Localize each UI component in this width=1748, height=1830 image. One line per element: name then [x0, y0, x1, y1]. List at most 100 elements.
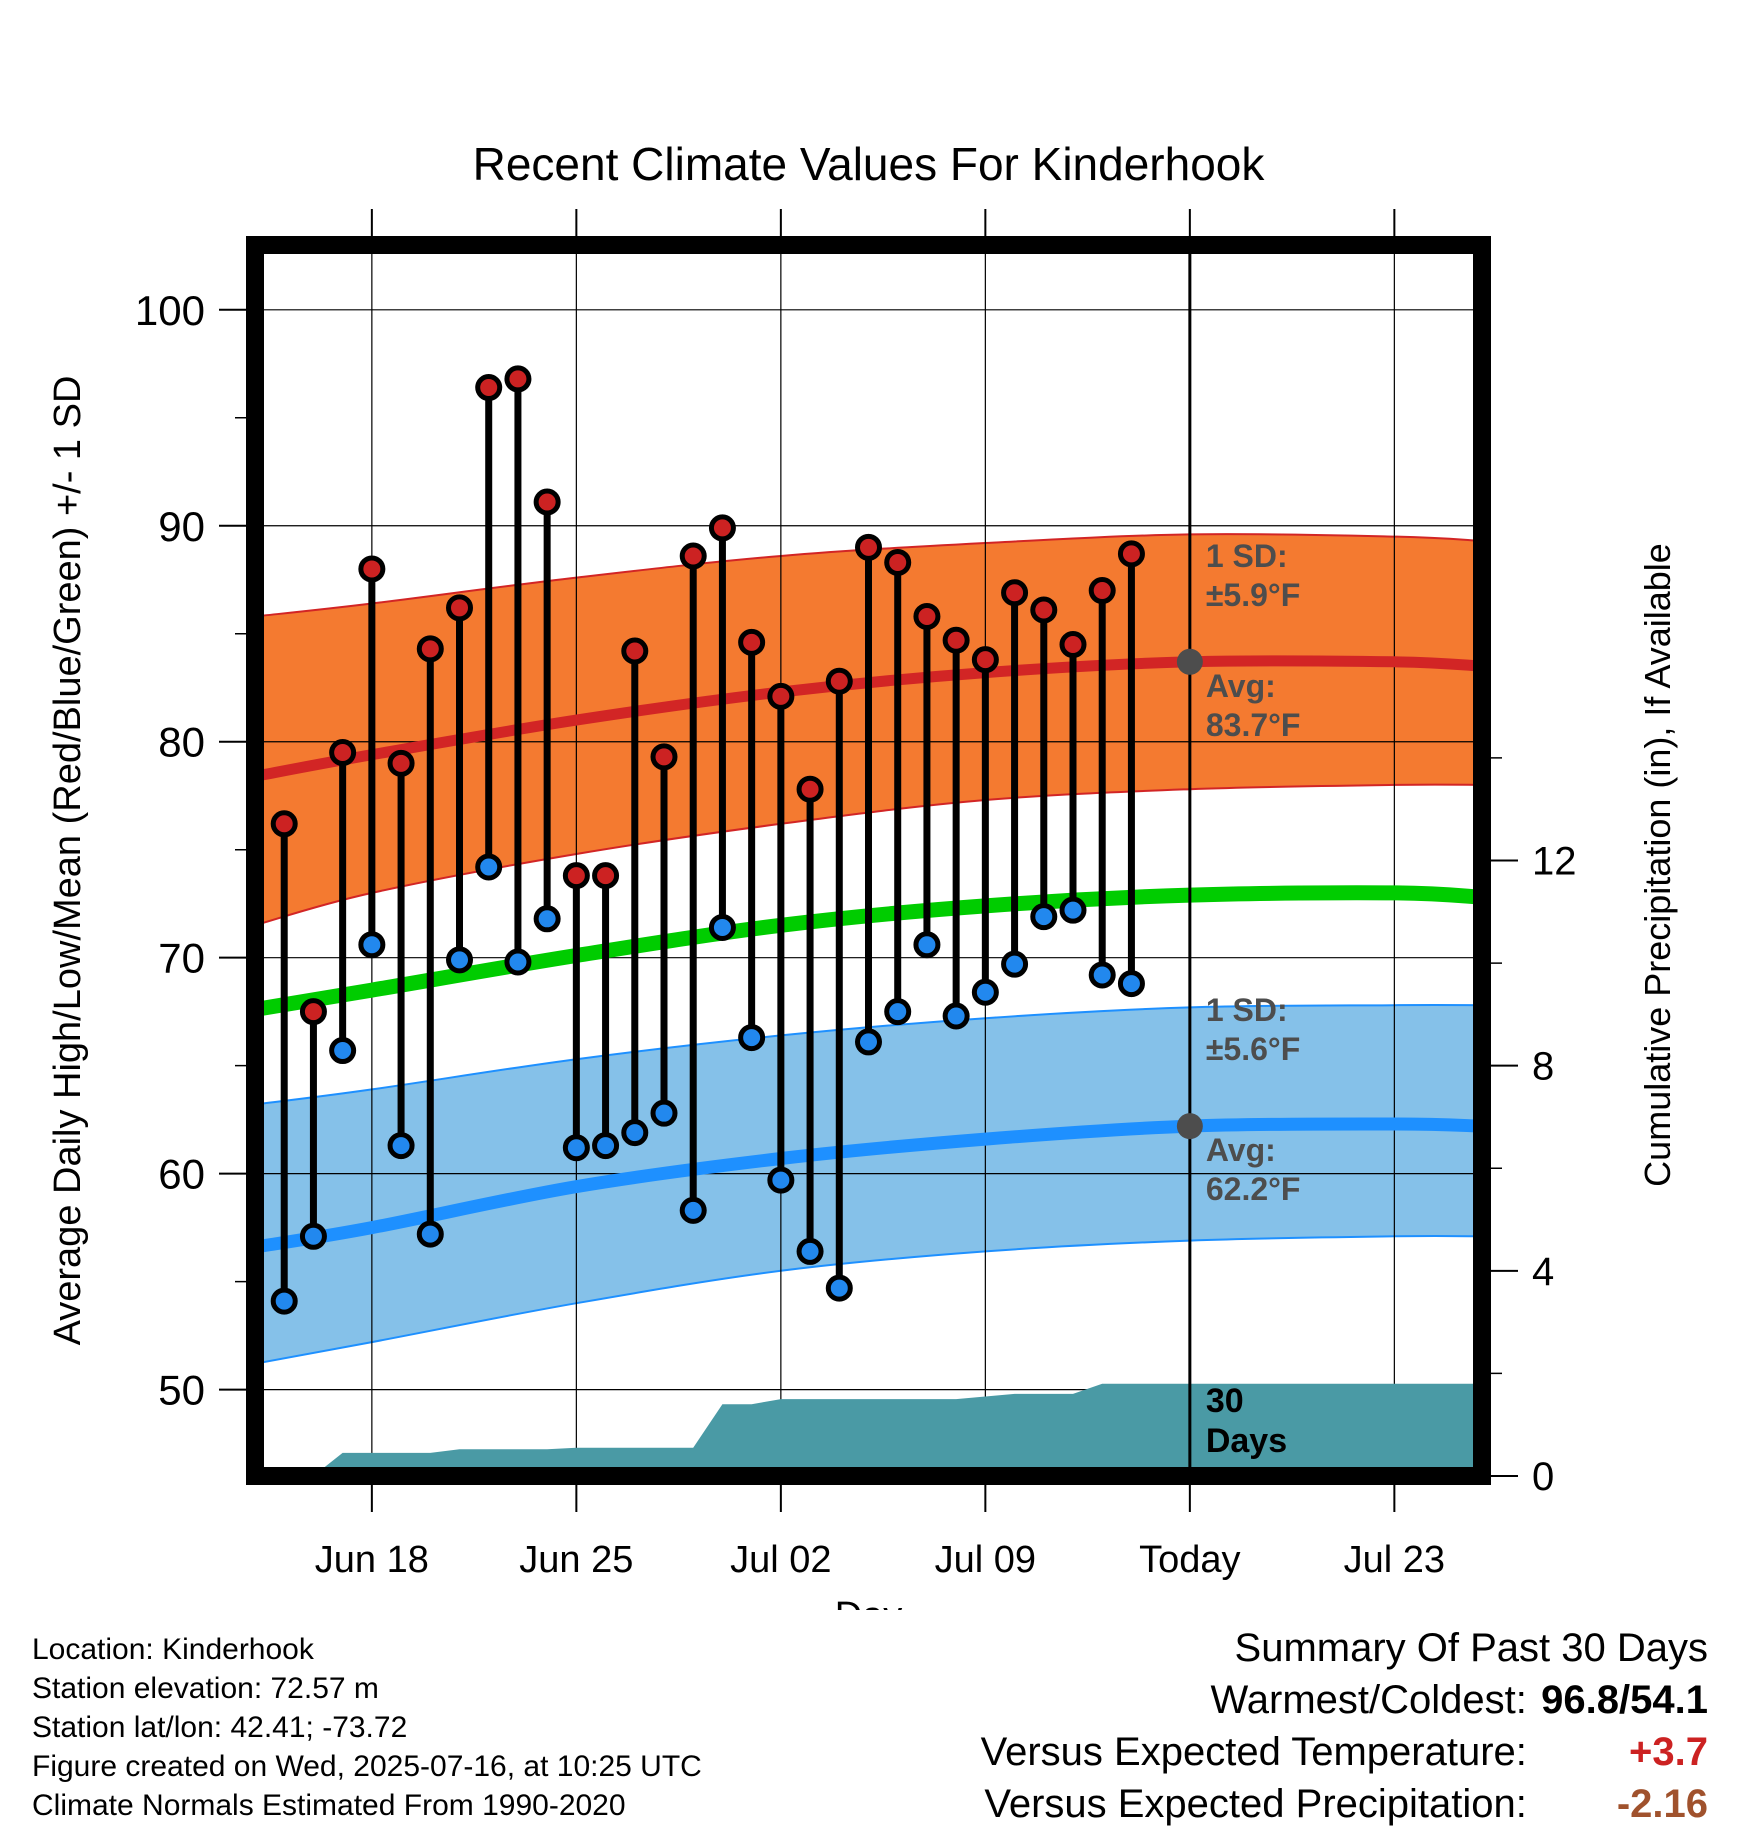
y-axis-label: Average Daily High/Low/Mean (Red/Blue/Gr… [47, 376, 89, 1346]
x-tick-label: Jun 18 [315, 1539, 429, 1581]
low-temp-point [708, 913, 736, 941]
low-temp-point [767, 1166, 795, 1194]
today-high-avg-marker [1176, 648, 1203, 675]
low-temp-point [358, 931, 386, 959]
summary-precip-row: Versus Expected Precipitation: -2.16 [981, 1778, 1708, 1830]
y-tick-label: 50 [158, 1367, 205, 1414]
high-temp-point [884, 548, 912, 576]
low-sd-label: 1 SD: [1206, 992, 1288, 1028]
y2-axis-label: Cumulative Precipitation (in), If Availa… [1637, 543, 1678, 1187]
high-temp-point [475, 374, 503, 402]
low-avg-value: 62.2°F [1206, 1171, 1301, 1207]
x-axis-label: Day [835, 1595, 903, 1610]
high-temp-point [592, 862, 620, 890]
high-temp-point [387, 749, 415, 777]
high-temp-point [942, 626, 970, 654]
y-tick-label: 80 [158, 719, 205, 766]
elevation-text: Station elevation: 72.57 m [32, 1672, 379, 1705]
high-temp-point [562, 862, 590, 890]
high-temp-point [650, 743, 678, 771]
low-temp-point [971, 978, 999, 1006]
low-temp-point [504, 948, 532, 976]
low-temp-point [1059, 896, 1087, 924]
low-avg-line [253, 1117, 1483, 1254]
low-temp-point [1088, 961, 1116, 989]
high-temp-point [913, 602, 941, 630]
location-text: Location: Kinderhook [32, 1633, 314, 1666]
y-tick-label: 90 [158, 503, 205, 550]
low-temp-point [825, 1274, 853, 1302]
today-low-avg-marker [1176, 1113, 1203, 1140]
high-temp-point [825, 667, 853, 695]
summary-warmest-row: Warmest/Coldest: 96.8/54.1 [981, 1674, 1709, 1726]
low-temp-point [679, 1196, 707, 1224]
low-temp-point [416, 1220, 444, 1248]
high-temp-point [1059, 631, 1087, 659]
high-temp-point [855, 533, 882, 561]
x-tick-label: Jun 25 [519, 1539, 633, 1581]
low-temp-point [299, 1222, 327, 1250]
low-temp-point [855, 1028, 882, 1056]
high-temp-point [708, 514, 736, 542]
low-temp-point [650, 1099, 678, 1127]
low-temp-point [621, 1119, 649, 1147]
low-avg-label: Avg: [1206, 1132, 1276, 1168]
summary-temp-row: Versus Expected Temperature: +3.7 [981, 1726, 1708, 1778]
temp-label: Versus Expected Temperature: [980, 1730, 1527, 1774]
warmest-label: Warmest/Coldest: [1210, 1678, 1527, 1722]
x-tick-label: Jul 02 [730, 1539, 831, 1581]
high-temp-point [679, 542, 707, 570]
high-temp-point [796, 775, 824, 803]
y2-tick-label: 0 [1532, 1455, 1554, 1499]
latlon-text: Station lat/lon: 42.41; -73.72 [32, 1711, 408, 1744]
high-temp-point [446, 594, 473, 622]
y-tick-label: 60 [158, 1151, 205, 1198]
normals-text: Climate Normals Estimated From 1990-2020 [32, 1789, 626, 1822]
low-temp-point [270, 1287, 298, 1315]
low-temp-point [329, 1037, 357, 1065]
created-text: Figure created on Wed, 2025-07-16, at 10… [32, 1750, 702, 1783]
high-avg-value: 83.7°F [1206, 707, 1301, 743]
low-temp-point [387, 1132, 415, 1160]
x-tick-label: Today [1139, 1539, 1240, 1581]
low-temp-point [446, 946, 473, 974]
low-temp-point [1001, 950, 1029, 978]
high-temp-point [971, 646, 999, 674]
low-temp-point [592, 1132, 620, 1160]
y2-tick-label: 12 [1532, 840, 1577, 884]
summary-title: Summary Of Past 30 Days [1234, 1626, 1708, 1670]
low-temp-point [942, 1002, 970, 1030]
low-sd-value: ±5.6°F [1206, 1031, 1300, 1067]
y-tick-label: 70 [158, 935, 205, 982]
low-temp-point [475, 853, 503, 881]
high-temp-point [416, 635, 444, 663]
high-temp-point [329, 739, 357, 767]
y-tick-label: 100 [135, 287, 205, 334]
low-temp-point [562, 1134, 590, 1162]
low-temp-point [533, 905, 561, 933]
warmest-value: 96.8/54.1 [1541, 1678, 1708, 1722]
high-temp-point [1088, 577, 1116, 605]
high-temp-point [1030, 596, 1058, 624]
precip-label: Versus Expected Precipitation: [984, 1782, 1527, 1826]
y2-tick-label: 8 [1532, 1045, 1554, 1089]
low-temp-point [738, 1024, 766, 1052]
high-temp-point [504, 365, 532, 393]
high-temp-point [533, 488, 561, 516]
low-temp-point [884, 998, 912, 1026]
high-temp-point [767, 682, 795, 710]
high-sd-value: ±5.9°F [1206, 577, 1300, 613]
high-temp-point [299, 998, 327, 1026]
low-temp-point [913, 931, 941, 959]
chart-title: Recent Climate Values For Kinderhook [473, 138, 1266, 190]
low-temp-point [1117, 970, 1145, 998]
high-avg-label: Avg: [1206, 668, 1276, 704]
y2-tick-label: 4 [1532, 1250, 1554, 1294]
high-temp-point [358, 555, 386, 583]
precip-days-label-1: 30 [1206, 1382, 1244, 1420]
temp-value: +3.7 [1629, 1730, 1708, 1774]
high-temp-point [738, 628, 766, 656]
station-info: Location: Kinderhook Station elevation: … [32, 1630, 702, 1825]
